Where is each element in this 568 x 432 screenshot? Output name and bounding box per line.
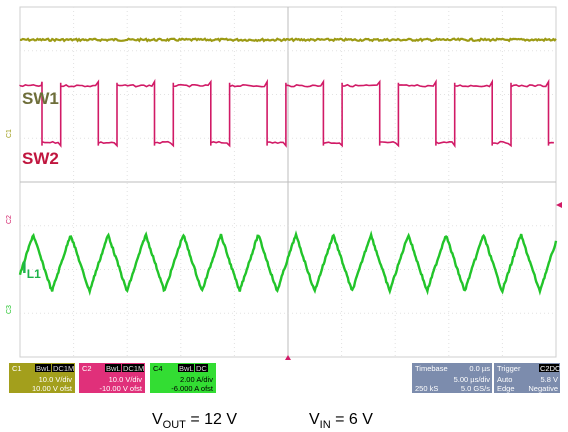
svg-text:C1: C1 bbox=[12, 364, 22, 373]
channel-box-c4: C4 BwL DC 2.00 A/div -6.000 A ofst bbox=[150, 363, 216, 393]
caption-vout: VOUT = 12 V bbox=[152, 411, 237, 431]
svg-text:Trigger: Trigger bbox=[497, 364, 521, 373]
traces bbox=[18, 37, 558, 296]
channel-marker-c2: C2 bbox=[6, 215, 13, 224]
trigger-level-marker bbox=[556, 202, 562, 208]
svg-text:Auto: Auto bbox=[497, 375, 512, 384]
trace-label-il1: IL1 bbox=[22, 258, 41, 281]
svg-text:C2: C2 bbox=[82, 364, 92, 373]
caption-vin: VIN = 6 V bbox=[309, 411, 373, 431]
caption-vout-rest: = 12 V bbox=[186, 411, 237, 428]
svg-text:C4: C4 bbox=[153, 364, 163, 373]
trigger-coupling: DC bbox=[550, 364, 561, 373]
series-il1-line bbox=[18, 230, 558, 296]
svg-text:Timebase: Timebase bbox=[415, 364, 448, 373]
svg-text:5.00 µs/div: 5.00 µs/div bbox=[454, 375, 491, 384]
channel-box-c2: C2 BwL DC1M 10.0 V/div -10.00 V ofst bbox=[79, 363, 145, 393]
svg-text:Negative: Negative bbox=[528, 384, 558, 393]
svg-text:2.00 A/div: 2.00 A/div bbox=[180, 375, 213, 384]
series-sw1-line bbox=[19, 37, 557, 43]
trace-label-il1-sub: L1 bbox=[27, 267, 41, 281]
svg-text:-10.00 V ofst: -10.00 V ofst bbox=[99, 384, 142, 393]
grid bbox=[20, 7, 556, 357]
caption-vin-main: V bbox=[309, 411, 320, 428]
svg-text:250 kS: 250 kS bbox=[415, 384, 438, 393]
trigger-box: Trigger C2DC Auto 5.8 V Edge Negative bbox=[494, 363, 561, 393]
svg-text:-6.000 A ofst: -6.000 A ofst bbox=[171, 384, 214, 393]
channel-marker-c3: C3 bbox=[6, 305, 13, 314]
svg-text:Edge: Edge bbox=[497, 384, 515, 393]
svg-text:DC: DC bbox=[196, 364, 207, 373]
trigger-source: C2 bbox=[540, 364, 550, 373]
svg-text:10.0 V/div: 10.0 V/div bbox=[109, 375, 143, 384]
channel-marker-c1: C1 bbox=[6, 129, 13, 138]
series-sw2-line bbox=[19, 78, 554, 149]
channel-box-c1: C1 BwL DC1M 10.0 V/div 10.00 V ofst bbox=[9, 363, 75, 393]
trace-label-sw1: SW1 bbox=[22, 89, 59, 108]
svg-text:C2DC: C2DC bbox=[540, 364, 561, 373]
caption-vout-sub: OUT bbox=[163, 419, 187, 431]
caption-vin-rest: = 6 V bbox=[331, 411, 374, 428]
svg-text:0.0 µs: 0.0 µs bbox=[469, 364, 490, 373]
svg-text:DC1M: DC1M bbox=[53, 364, 74, 373]
caption-vout-main: V bbox=[152, 411, 163, 428]
svg-text:DC1M: DC1M bbox=[123, 364, 144, 373]
svg-text:BwL: BwL bbox=[106, 364, 121, 373]
caption-vin-sub: IN bbox=[320, 419, 331, 431]
trigger-position-marker bbox=[285, 355, 291, 360]
svg-text:5.0 GS/s: 5.0 GS/s bbox=[461, 384, 490, 393]
trace-label-sw2: SW2 bbox=[22, 149, 59, 168]
svg-text:10.00 V ofst: 10.00 V ofst bbox=[32, 384, 73, 393]
svg-text:10.0 V/div: 10.0 V/div bbox=[39, 375, 73, 384]
svg-text:BwL: BwL bbox=[36, 364, 51, 373]
svg-text:BwL: BwL bbox=[179, 364, 194, 373]
trace-label-il1-main: I bbox=[22, 258, 27, 277]
timebase-box: Timebase 0.0 µs 5.00 µs/div 250 kS 5.0 G… bbox=[412, 363, 492, 393]
svg-text:5.8 V: 5.8 V bbox=[540, 375, 558, 384]
